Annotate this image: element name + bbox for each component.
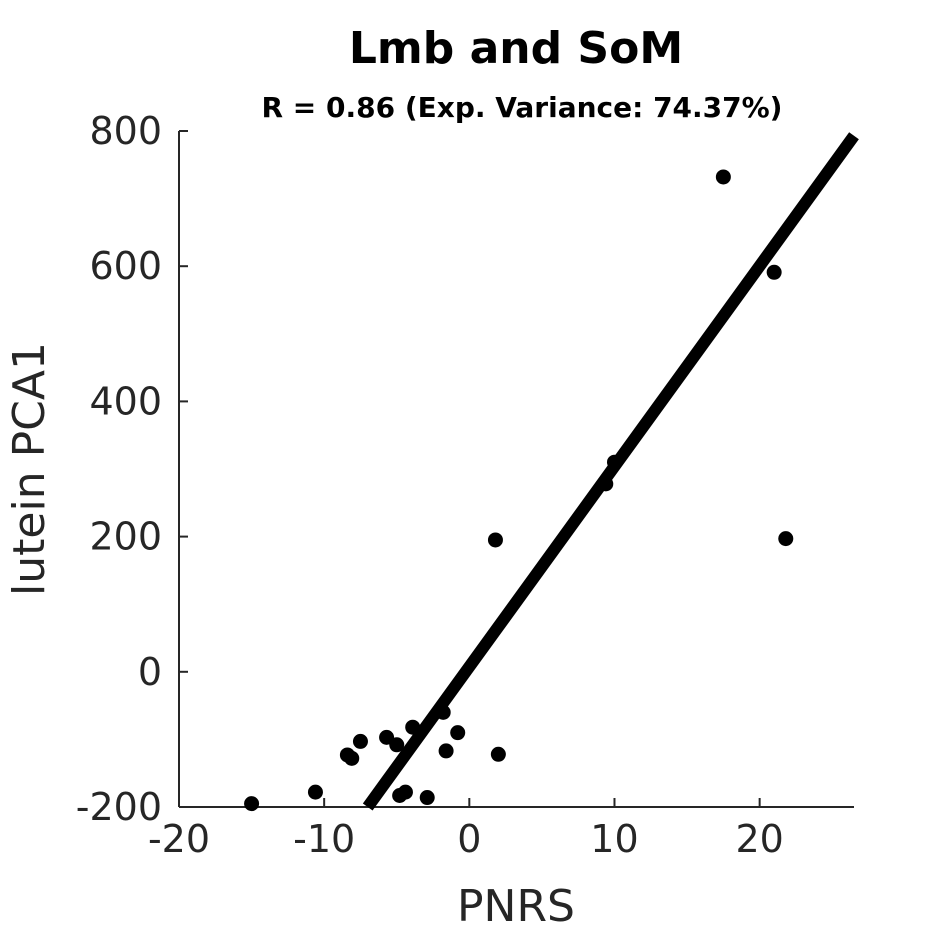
data-point: [778, 531, 794, 547]
data-point: [598, 476, 614, 492]
y-tick-label: -200: [76, 785, 162, 829]
fit-line: [362, 132, 859, 811]
data-point: [715, 169, 731, 185]
fit-line-group: [362, 132, 859, 811]
plot-axes: [178, 130, 854, 808]
data-point: [606, 454, 622, 470]
y-tick-label: 0: [138, 650, 162, 694]
x-axis-label: PNRS: [457, 881, 575, 932]
x-tick-label: -20: [148, 817, 210, 861]
data-point: [435, 704, 451, 720]
data-points: [244, 169, 794, 812]
y-tick-label: 600: [89, 244, 162, 288]
data-point: [450, 725, 466, 741]
data-point: [419, 790, 435, 806]
data-point: [389, 737, 405, 753]
data-point: [397, 784, 413, 800]
x-tick-label: 20: [735, 817, 783, 861]
data-point: [405, 719, 421, 735]
data-point: [307, 784, 323, 800]
x-tick-label: -10: [293, 817, 355, 861]
y-axis-label: lutein PCA1: [4, 342, 55, 596]
data-point: [490, 746, 506, 762]
data-point: [487, 532, 503, 548]
chart-title: Lmb and SoM: [349, 23, 683, 74]
data-point: [438, 743, 454, 759]
tick-labels: -20 -10 0 10 20 800 600 400 200 0 -200: [76, 109, 784, 861]
chart-subtitle: R = 0.86 (Exp. Variance: 74.37%): [262, 91, 783, 124]
y-tick-label: 200: [89, 515, 162, 559]
x-tick-label: 0: [457, 817, 481, 861]
data-point: [766, 264, 782, 280]
y-tick-label: 400: [89, 379, 162, 423]
x-tick-label: 10: [590, 817, 638, 861]
data-point: [244, 796, 260, 812]
y-tick-label: 800: [89, 109, 162, 153]
data-point: [344, 750, 360, 766]
data-point: [352, 733, 368, 749]
